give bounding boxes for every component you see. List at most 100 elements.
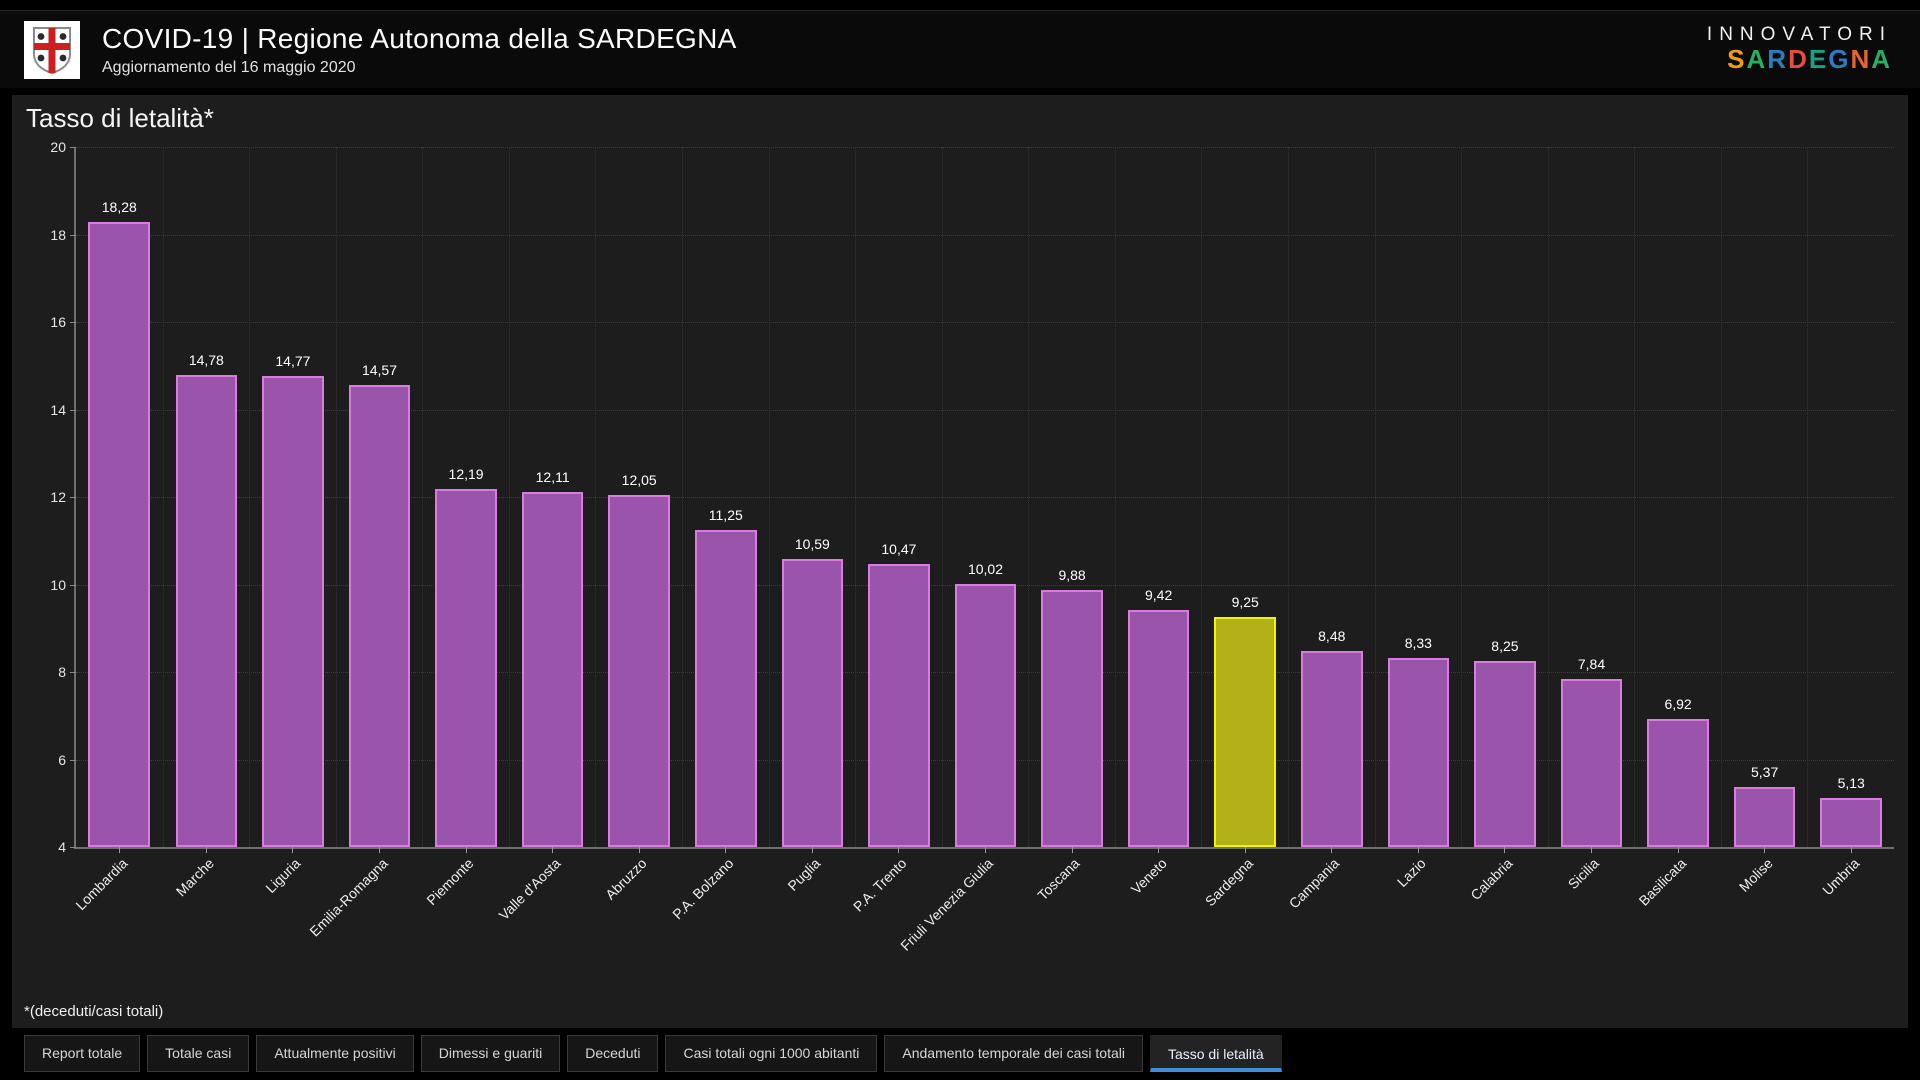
bar-value-label: 14,78 bbox=[188, 352, 224, 369]
bar-cell-Piemonte: 12,19 bbox=[422, 147, 509, 847]
x-axis-label-Toscana: Toscana bbox=[1034, 855, 1083, 904]
tab-deceduti[interactable]: Deceduti bbox=[567, 1035, 659, 1072]
x-axis-label-Calabria: Calabria bbox=[1467, 855, 1516, 904]
x-axis-label-Veneto: Veneto bbox=[1127, 855, 1170, 898]
bar-value-label: 12,05 bbox=[621, 471, 657, 488]
gridline bbox=[76, 497, 1894, 498]
bar-value-label: 5,13 bbox=[1837, 774, 1865, 791]
gridline bbox=[76, 409, 1894, 411]
update-date: Aggiornamento del 16 maggio 2020 bbox=[102, 58, 356, 76]
y-axis-tick-label: 6 bbox=[58, 751, 66, 768]
tab-casi-totali-ogni-1000-abitanti[interactable]: Casi totali ogni 1000 abitanti bbox=[665, 1035, 878, 1072]
y-axis-tick-label: 8 bbox=[58, 664, 66, 680]
bar-Umbria[interactable] bbox=[1820, 797, 1882, 847]
x-axis-label-Basilicata: Basilicata bbox=[1635, 855, 1689, 909]
tab-dimessi-e-guariti[interactable]: Dimessi e guariti bbox=[420, 1035, 561, 1072]
bar-Toscana[interactable] bbox=[1041, 589, 1103, 847]
bar-cell-Emilia-Romagna: 14,57 bbox=[335, 147, 423, 847]
header: COVID-19 | Regione Autonoma della SARDEG… bbox=[0, 10, 1920, 88]
x-axis-label-Valle d'Aosta: Valle d'Aosta bbox=[495, 855, 564, 924]
bar-Lombardia[interactable] bbox=[88, 222, 151, 847]
bar-value-label: 8,33 bbox=[1404, 634, 1432, 651]
tab-bar: Report totale Totale casi Attualmente posi… bbox=[24, 1035, 1282, 1072]
bar-cell-Molise: 5,37 bbox=[1720, 147, 1808, 847]
tab-attualmente-positivi[interactable]: Attualmente positivi bbox=[256, 1035, 414, 1072]
bar-Lazio[interactable] bbox=[1387, 657, 1450, 847]
bar-Sardegna[interactable] bbox=[1214, 617, 1276, 847]
bar-Liguria[interactable] bbox=[262, 375, 324, 847]
x-axis-tick bbox=[1071, 847, 1073, 853]
y-axis-tick bbox=[70, 497, 76, 498]
bar-Friuli Venezia Giulia[interactable] bbox=[954, 583, 1017, 847]
x-axis-tick bbox=[811, 847, 813, 853]
x-axis-label-Friuli Venezia Giulia: Friuli Venezia Giulia bbox=[897, 855, 997, 954]
chart-title: Tasso di letalità* bbox=[26, 103, 214, 133]
x-axis-tick bbox=[1764, 847, 1766, 853]
bar-Abruzzo[interactable] bbox=[608, 494, 670, 847]
bar-Molise[interactable] bbox=[1733, 787, 1796, 847]
chart-panel: Tasso di letalità* 4 6 8 10 12 14 16 18 20 Lombar… bbox=[12, 95, 1908, 1028]
brand-top-text: INNOVATORI bbox=[1706, 23, 1892, 45]
x-axis-label-Lombardia: Lombardia bbox=[72, 855, 131, 914]
x-axis-tick bbox=[1850, 847, 1852, 853]
bar-cell-Marche: 14,78 bbox=[162, 147, 250, 847]
regione-sardegna-crest-icon bbox=[24, 20, 80, 79]
x-axis-tick bbox=[552, 847, 554, 853]
bar-value-label: 18,28 bbox=[101, 199, 137, 216]
brand-letter: E bbox=[1808, 44, 1829, 75]
bar-value-label: 11,25 bbox=[708, 506, 743, 523]
bar-value-label: 9,25 bbox=[1231, 594, 1259, 611]
bar-Veneto[interactable] bbox=[1127, 609, 1190, 847]
tab-tasso-di-letalit-[interactable]: Tasso di letalità bbox=[1149, 1035, 1282, 1072]
bar-value-label: 6,92 bbox=[1664, 696, 1692, 713]
y-axis-tick-label: 20 bbox=[50, 139, 66, 155]
bar-Campania[interactable] bbox=[1300, 651, 1363, 847]
bar-value-label: 9,88 bbox=[1058, 566, 1086, 583]
bar-cell-Lazio: 8,33 bbox=[1374, 147, 1462, 847]
bar-Piemonte[interactable] bbox=[435, 488, 497, 847]
y-axis-tick-label: 14 bbox=[50, 401, 66, 418]
x-axis-tick bbox=[1417, 847, 1419, 853]
x-axis-label-Abruzzo: Abruzzo bbox=[602, 855, 651, 903]
bar-Marche[interactable] bbox=[175, 375, 238, 847]
x-axis-tick bbox=[638, 847, 640, 853]
x-axis-tick bbox=[1244, 847, 1246, 853]
bar-value-label: 8,48 bbox=[1318, 628, 1346, 644]
bar-Sicilia[interactable] bbox=[1560, 679, 1623, 847]
y-axis-tick-label: 10 bbox=[50, 576, 66, 593]
brand-bottom-text: SARDEGNA bbox=[1707, 45, 1892, 75]
y-axis-tick-label: 12 bbox=[50, 489, 66, 505]
bar-Basilicata[interactable] bbox=[1647, 719, 1709, 847]
bar-cell-Calabria: 8,25 bbox=[1461, 147, 1548, 847]
bar-cell-Friuli Venezia Giulia: 10,02 bbox=[941, 147, 1029, 847]
tab-totale-casi[interactable]: Totale casi bbox=[147, 1035, 250, 1072]
bar-cell-Sicilia: 7,84 bbox=[1547, 147, 1635, 847]
y-axis-tick bbox=[70, 672, 76, 673]
bar-Valle d'Aosta[interactable] bbox=[521, 492, 584, 847]
bar-P.A. Bolzano[interactable] bbox=[694, 529, 757, 847]
x-axis-label-Liguria: Liguria bbox=[262, 855, 304, 897]
x-axis-tick bbox=[378, 847, 380, 853]
bar-P.A. Trento[interactable] bbox=[868, 563, 930, 847]
x-axis-label-Sicilia: Sicilia bbox=[1565, 855, 1603, 893]
x-axis-label-P.A. Trento: P.A. Trento bbox=[850, 855, 910, 915]
tab-report-totale[interactable]: Report totale bbox=[24, 1035, 141, 1072]
bar-Calabria[interactable] bbox=[1474, 661, 1536, 847]
bar-cell-Sardegna: 9,25 bbox=[1201, 147, 1288, 847]
bar-value-label: 10,59 bbox=[794, 535, 830, 552]
x-axis-label-Marche: Marche bbox=[172, 855, 218, 900]
x-axis-tick bbox=[205, 847, 207, 853]
y-axis-tick-label: 18 bbox=[50, 226, 66, 243]
x-axis-tick bbox=[1158, 847, 1160, 853]
x-axis-tick bbox=[725, 847, 727, 853]
x-axis-tick bbox=[985, 847, 986, 853]
bar-value-label: 12,19 bbox=[448, 465, 484, 482]
bar-Emilia-Romagna[interactable] bbox=[348, 384, 411, 847]
x-axis-label-Puglia: Puglia bbox=[784, 855, 824, 894]
y-axis-tick-label: 4 bbox=[58, 839, 66, 855]
gridline bbox=[76, 322, 1894, 323]
tab-andamento-temporale-dei-casi-totali[interactable]: Andamento temporale dei casi totali bbox=[884, 1035, 1143, 1072]
bar-Puglia[interactable] bbox=[781, 558, 844, 847]
bar-value-label: 10,47 bbox=[881, 540, 917, 557]
x-axis-label-Piemonte: Piemonte bbox=[423, 855, 477, 909]
